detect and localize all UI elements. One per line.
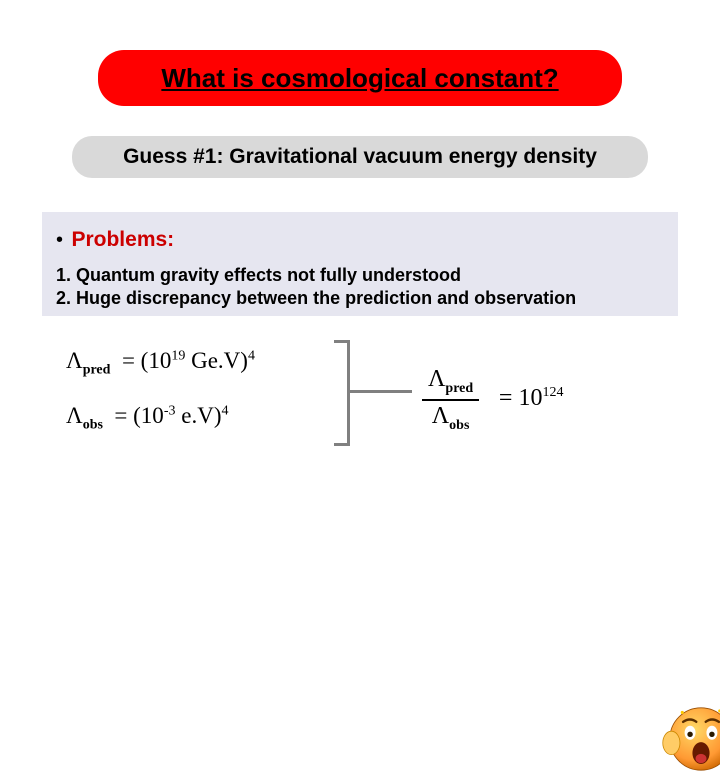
problems-heading: • Problems: — [56, 228, 664, 252]
problem-item-1: 1. Quantum gravity effects not fully und… — [56, 264, 664, 287]
equation-ratio: Λpred Λobs = 10124 — [422, 366, 563, 434]
title-box: What is cosmological constant? — [98, 50, 622, 106]
bracket-connector — [350, 390, 412, 393]
problems-list: 1. Quantum gravity effects not fully und… — [56, 264, 664, 311]
problems-box: • Problems: 1. Quantum gravity effects n… — [42, 212, 678, 316]
slide-subtitle: Guess #1: Gravitational vacuum energy de… — [123, 145, 597, 169]
bullet-icon: • — [56, 229, 63, 251]
bracket-icon — [334, 340, 350, 446]
shocked-face-icon — [662, 700, 720, 778]
problem-item-2: 2. Huge discrepancy between the predicti… — [56, 287, 664, 310]
slide-title: What is cosmological constant? — [161, 63, 558, 94]
equation-left-block: Λpred = (1019 Ge.V)4 Λobs = (10-3 e.V)4 — [66, 348, 255, 433]
equation-observed: Λobs = (10-3 e.V)4 — [66, 403, 255, 434]
equations-region: Λpred = (1019 Ge.V)4 Λobs = (10-3 e.V)4 … — [66, 348, 666, 468]
equation-predicted: Λpred = (1019 Ge.V)4 — [66, 348, 255, 379]
problems-label: Problems: — [71, 228, 174, 251]
subtitle-box: Guess #1: Gravitational vacuum energy de… — [72, 136, 648, 178]
